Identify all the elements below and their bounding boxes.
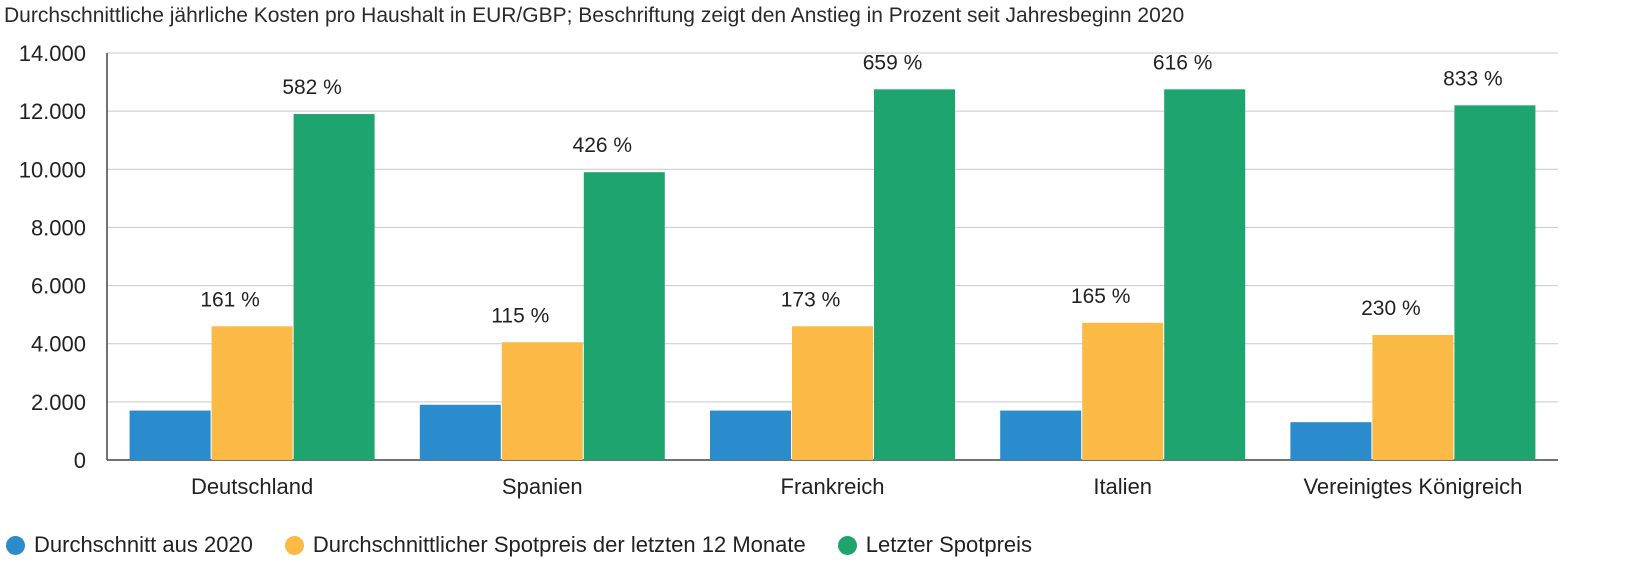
x-tick-label: Frankreich: [781, 474, 885, 499]
legend-swatch-green: [837, 535, 857, 555]
bar-chart: 0 2.000 4.000 6.000 8.000 10.000 12.000 14.000 1…: [19, 41, 1558, 499]
data-label: 426 %: [573, 134, 633, 157]
bar: [710, 410, 791, 460]
bar: [129, 410, 211, 460]
chart-title: Durchschnittliche jährliche Kosten pro H…: [4, 4, 1185, 27]
y-tick-label: 2.000: [31, 390, 86, 415]
data-label: 582 %: [282, 76, 342, 99]
y-tick-label: 0: [74, 448, 86, 473]
y-tick-label: 6.000: [31, 274, 86, 299]
data-label: 230 %: [1361, 297, 1421, 320]
legend-label: Durchschnittlicher Spotpreis der letzten…: [312, 532, 806, 557]
legend-item-12-month-spot: Durchschnittlicher Spotpreis der letzten…: [284, 532, 806, 558]
legend-swatch-yellow: [284, 535, 304, 555]
data-label: 161 %: [200, 288, 260, 311]
legend: Durchschnitt aus 2020 Durchschnittlicher…: [6, 532, 1064, 558]
bar: [1164, 89, 1246, 460]
bar: [501, 342, 583, 460]
data-label: 616 %: [1153, 51, 1213, 74]
data-label: 659 %: [863, 51, 923, 74]
bar: [1372, 334, 1454, 460]
bar: [792, 326, 873, 460]
x-tick-label: Vereinigtes Königreich: [1303, 474, 1522, 499]
legend-item-2020-average: Durchschnitt aus 2020: [6, 532, 253, 558]
legend-item-latest-spot: Letzter Spotpreis: [837, 532, 1033, 558]
y-tick-label: 14.000: [19, 41, 86, 66]
y-tick-label: 4.000: [31, 332, 86, 357]
data-label: 165 %: [1071, 285, 1131, 308]
bar: [419, 404, 501, 460]
bar: [211, 326, 293, 460]
bar: [1290, 422, 1372, 460]
data-label: 173 %: [781, 288, 841, 311]
x-tick-label: Italien: [1093, 474, 1152, 499]
bar: [1000, 410, 1082, 460]
legend-swatch-blue: [6, 535, 25, 555]
data-label: 115 %: [491, 304, 549, 327]
bar: [583, 172, 665, 460]
bar: [293, 114, 375, 461]
legend-label: Letzter Spotpreis: [865, 532, 1033, 557]
legend-label: Durchschnitt aus 2020: [34, 532, 253, 557]
bar: [874, 89, 955, 460]
bar: [1454, 105, 1536, 460]
y-tick-label: 10.000: [19, 157, 86, 182]
bar: [1082, 322, 1164, 460]
x-tick-label: Spanien: [502, 474, 583, 499]
y-tick-label: 8.000: [31, 215, 86, 240]
x-tick-label: Deutschland: [191, 474, 313, 499]
data-label: 833 %: [1443, 67, 1503, 90]
y-tick-label: 12.000: [19, 99, 86, 124]
